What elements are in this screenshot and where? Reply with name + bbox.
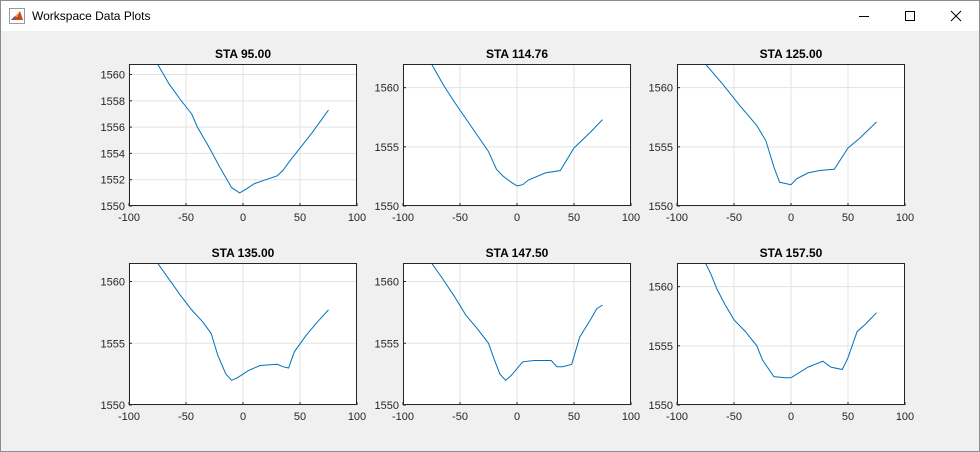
x-tick-label: -100 <box>666 411 688 423</box>
subplot-5: -100 -50 0 50 100 1550 1555 1560 STA 147.50 <box>375 246 641 423</box>
subplot-1: -100 -50 0 50 100 1550 1552 1554 1556 1558 1560 STA… <box>101 47 367 224</box>
x-tick-label: -50 <box>178 212 194 224</box>
x-tick-label: 50 <box>842 212 854 224</box>
x-tick-label: 50 <box>568 212 580 224</box>
subplot-title: STA 125.00 <box>760 47 823 61</box>
matlab-icon <box>9 8 25 24</box>
window-title: Workspace Data Plots <box>32 9 151 23</box>
maximize-button[interactable] <box>887 1 933 31</box>
maximize-icon <box>905 11 915 21</box>
data-line <box>157 64 329 194</box>
y-tick-label: 1560 <box>375 277 399 289</box>
x-tick-label: 100 <box>348 411 366 423</box>
x-tick-label: -50 <box>452 212 468 224</box>
data-line <box>705 64 877 186</box>
subplot-title: STA 114.76 <box>486 47 548 61</box>
y-tick-label: 1550 <box>101 400 125 412</box>
subplot-title: STA 147.50 <box>486 246 549 260</box>
y-tick-label: 1560 <box>649 282 673 294</box>
close-icon <box>950 10 962 22</box>
x-tick-label: 0 <box>240 411 246 423</box>
y-tick-label: 1560 <box>375 83 399 95</box>
y-tick-label: 1555 <box>649 142 673 154</box>
y-tick-label: 1555 <box>101 338 125 350</box>
x-tick-label: -50 <box>452 411 468 423</box>
data-line <box>431 64 603 187</box>
y-tick-label: 1550 <box>649 400 673 412</box>
y-tick-label: 1555 <box>375 338 399 350</box>
x-tick-label: 100 <box>348 212 366 224</box>
subplot-title: STA 95.00 <box>215 47 271 61</box>
y-tick-label: 1550 <box>375 400 399 412</box>
x-tick-label: 50 <box>294 212 306 224</box>
y-tick-label: 1560 <box>101 70 125 82</box>
title-bar[interactable]: Workspace Data Plots <box>1 1 979 31</box>
x-tick-label: -100 <box>392 411 414 423</box>
y-tick-label: 1552 <box>101 175 125 187</box>
close-button[interactable] <box>933 1 979 31</box>
x-tick-label: 50 <box>568 411 580 423</box>
x-tick-label: 50 <box>842 411 854 423</box>
y-tick-label: 1550 <box>375 201 399 213</box>
x-tick-label: -50 <box>726 212 742 224</box>
subplot-title: STA 135.00 <box>212 246 275 260</box>
y-tick-label: 1550 <box>101 201 125 213</box>
x-tick-label: 100 <box>622 411 640 423</box>
x-tick-label: -50 <box>726 411 742 423</box>
x-tick-label: -100 <box>666 212 688 224</box>
y-tick-label: 1560 <box>649 83 673 95</box>
y-tick-label: 1555 <box>375 142 399 154</box>
x-tick-label: 50 <box>294 411 306 423</box>
data-line <box>705 263 877 379</box>
x-tick-label: 0 <box>788 212 794 224</box>
y-tick-label: 1554 <box>101 148 125 160</box>
x-tick-label: 100 <box>622 212 640 224</box>
subplot-2: -100 -50 0 50 100 1550 1555 1560 STA 114.76 <box>375 47 641 224</box>
data-line <box>157 263 329 381</box>
y-tick-label: 1550 <box>649 201 673 213</box>
y-tick-label: 1556 <box>101 122 125 134</box>
subplot-title: STA 157.50 <box>760 246 823 260</box>
x-tick-label: 100 <box>896 212 914 224</box>
x-tick-label: 100 <box>896 411 914 423</box>
minimize-icon <box>859 16 869 17</box>
x-tick-label: -100 <box>118 212 140 224</box>
x-tick-label: 0 <box>788 411 794 423</box>
y-tick-label: 1560 <box>101 277 125 289</box>
x-tick-label: -100 <box>118 411 140 423</box>
y-tick-label: 1555 <box>649 341 673 353</box>
subplot-6: -100 -50 0 50 100 1550 1555 1560 STA 157.50 <box>649 246 915 423</box>
x-tick-label: 0 <box>514 212 520 224</box>
x-tick-label: 0 <box>514 411 520 423</box>
y-tick-label: 1558 <box>101 96 125 108</box>
subplot-3: -100 -50 0 50 100 1550 1555 1560 STA 125.00 <box>649 47 915 224</box>
x-tick-label: 0 <box>240 212 246 224</box>
minimize-button[interactable] <box>841 1 887 31</box>
subplot-4: -100 -50 0 50 100 1550 1555 1560 STA 135.00 <box>101 246 367 423</box>
data-line <box>431 263 603 381</box>
x-tick-label: -50 <box>178 411 194 423</box>
x-tick-label: -100 <box>392 212 414 224</box>
